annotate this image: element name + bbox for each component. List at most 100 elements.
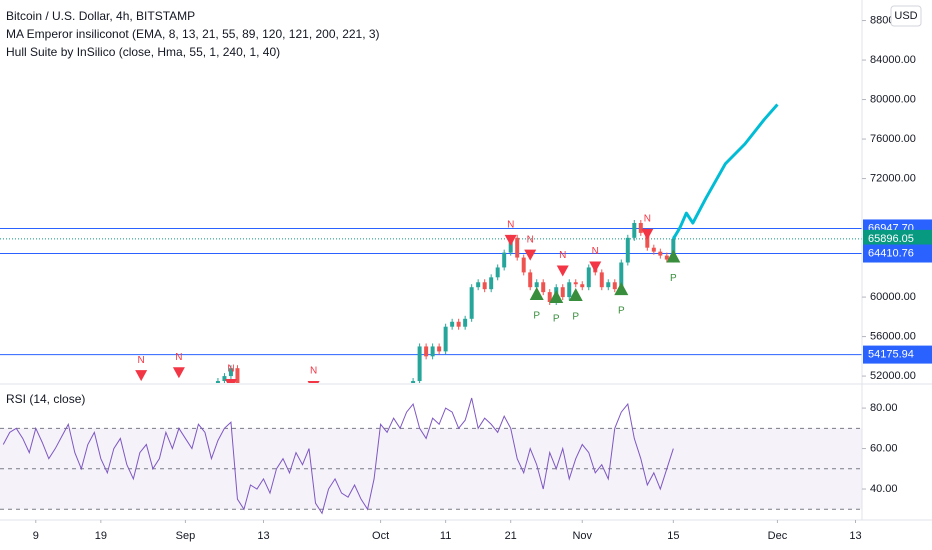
y-tick-label: 60000.00 (870, 291, 916, 303)
candle-body (430, 346, 435, 357)
level-label-bg (863, 244, 932, 263)
candle-body (671, 238, 676, 260)
x-tick-label: 9 (33, 530, 39, 542)
signal-label: N (138, 355, 145, 366)
candle-body (450, 321, 455, 327)
signal-label: N (592, 246, 599, 257)
y-tick-label: 52000.00 (870, 370, 916, 382)
x-tick-label: 11 (440, 530, 451, 542)
signal-label: N (559, 250, 566, 261)
signal-label: P (572, 312, 579, 323)
candle-body (482, 282, 487, 290)
candle-body (528, 272, 533, 288)
price-pane: N N N N N N N N N P P P P P (0, 103, 862, 383)
candle-body (489, 277, 494, 290)
signal-label: P (553, 314, 560, 325)
candle-body (534, 282, 539, 288)
y-tick-label: 56000.00 (870, 330, 916, 342)
candle-body (228, 368, 233, 377)
rsi-line (2, 397, 674, 515)
candle-body (463, 318, 468, 327)
candle-body (645, 232, 650, 248)
x-tick-label: 13 (257, 530, 269, 542)
candle-body (638, 223, 643, 233)
candle-body (222, 376, 227, 382)
rsi-tick-label: 40.00 (870, 483, 898, 495)
candle-body (586, 267, 591, 288)
sell-signal (524, 249, 537, 261)
rsi-tick-label: 60.00 (870, 442, 898, 454)
level-label: 64410.76 (868, 247, 914, 259)
rsi-pane (0, 397, 862, 515)
signal-label: N (507, 219, 514, 230)
buy-signal (666, 249, 681, 263)
candle-body (437, 346, 442, 352)
level-label: 54175.94 (868, 349, 914, 361)
indicator-label: Hull Suite by InSilico (close, Hma, 55, … (6, 45, 280, 59)
buy-signal (529, 287, 544, 301)
candle-body (515, 237, 520, 258)
candle-body (495, 267, 500, 278)
sell-signal (556, 265, 569, 277)
level-label: 65896.05 (868, 233, 914, 245)
candle-body (502, 252, 507, 268)
signal-label: P (533, 311, 540, 322)
x-tick-label: 13 (849, 530, 861, 542)
x-tick-label: 21 (505, 530, 517, 542)
candle-body (651, 247, 656, 252)
level-label-bg (863, 345, 932, 364)
y-tick-label: 80000.00 (870, 93, 916, 105)
signal-label: N (644, 214, 651, 225)
candle-body (664, 255, 669, 260)
level-label-bg (863, 229, 932, 248)
candle-body (619, 262, 624, 290)
candle-body (235, 368, 240, 383)
buy-signal (549, 290, 564, 304)
x-tick-label: Dec (768, 530, 788, 542)
signal-label: N (310, 366, 317, 377)
forecast-line (672, 103, 779, 240)
sell-signal (641, 228, 654, 240)
candle-body (560, 287, 565, 298)
candle-body (417, 346, 422, 382)
x-tick-label: 15 (667, 530, 679, 542)
signal-label: P (618, 306, 625, 317)
candle-body (606, 282, 611, 288)
x-tick-label: Nov (572, 530, 592, 542)
sell-signal (307, 381, 320, 383)
candle-body (443, 326, 448, 352)
candle-body (658, 251, 663, 256)
sell-signal (504, 234, 517, 246)
signal-label: N (227, 364, 234, 375)
candle-body (456, 321, 461, 327)
candle-body (573, 282, 578, 285)
candle-body (476, 282, 481, 288)
candle-body (580, 284, 585, 288)
candle-body (625, 237, 630, 263)
candle-body (424, 346, 429, 357)
x-tick-label: Sep (176, 530, 196, 542)
currency-label[interactable]: USD (894, 10, 917, 22)
x-tick-label: Oct (372, 530, 389, 542)
rsi-title: RSI (14, close) (6, 392, 85, 406)
x-tick-label: 19 (95, 530, 107, 542)
candle-body (567, 282, 572, 298)
indicator-label: MA Emperor insiliconot (EMA, 8, 13, 21, … (6, 27, 380, 41)
candle-body (215, 381, 220, 383)
candle-body (411, 381, 416, 383)
chart-title: Bitcoin / U.S. Dollar, 4h, BITSTAMP (6, 9, 195, 23)
sell-signal (172, 367, 185, 379)
candle-body (612, 282, 617, 290)
sell-signal (589, 261, 602, 273)
candle-body (547, 292, 552, 303)
currency-button[interactable] (890, 5, 922, 27)
candle-body (599, 272, 604, 288)
rsi-band (0, 428, 862, 510)
y-tick-label: 84000.00 (870, 54, 916, 66)
candle-body (521, 257, 526, 273)
signal-label: N (527, 234, 534, 245)
